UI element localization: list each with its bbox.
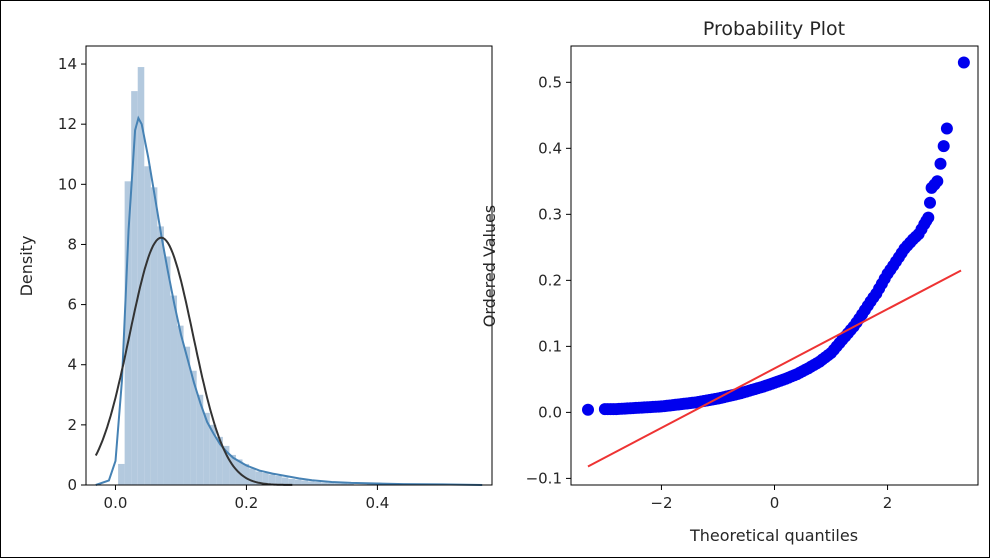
data-point (957, 56, 970, 69)
histogram-bar (347, 483, 354, 485)
histogram-bar (262, 472, 269, 485)
histogram-bar (137, 67, 145, 485)
y-tick-label: 0.5 (538, 73, 562, 91)
histogram-bar (275, 475, 282, 485)
left-y-axis-label: Density (17, 236, 36, 297)
left-x-ticks: 0.0 0.2 0.4 (104, 485, 389, 512)
histogram-bar (321, 482, 328, 485)
histogram-bar (131, 91, 138, 486)
histogram-bar (229, 454, 236, 485)
data-point (924, 196, 936, 209)
x-tick-label: 0.0 (104, 494, 128, 512)
histogram-bar (255, 471, 263, 485)
histogram-bar (144, 166, 151, 485)
y-tick-label: 0.4 (538, 139, 562, 157)
left-axes-frame (85, 45, 493, 486)
histogram-bar (294, 479, 302, 485)
x-tick-label: 0.4 (365, 494, 389, 512)
data-point (937, 140, 950, 153)
histogram-bar (301, 480, 308, 485)
y-tick-label: 14 (58, 55, 77, 73)
histogram-bar (268, 474, 276, 485)
y-tick-label: 12 (58, 115, 77, 133)
histogram-bar (314, 481, 322, 485)
histogram-bar (327, 482, 335, 485)
histogram-bar (170, 295, 178, 485)
fit-line-group (587, 269, 962, 468)
density-curves (94, 115, 483, 486)
y-tick-label: 10 (58, 175, 77, 193)
y-tick-label: 0.0 (538, 403, 562, 421)
y-tick-label: 4 (67, 356, 77, 374)
fit-line (587, 269, 962, 468)
data-point (582, 403, 594, 416)
data-point (931, 175, 944, 188)
x-tick-label: −2 (650, 494, 672, 512)
y-tick-label: 0.1 (538, 337, 562, 355)
right-x-axis-label: Theoretical quantiles (689, 526, 858, 545)
histogram-bar (209, 424, 217, 485)
data-point (922, 211, 935, 224)
histogram-bar (334, 483, 341, 485)
normal-fit-curve (94, 236, 293, 486)
x-tick-label: 0.2 (235, 494, 259, 512)
x-tick-label: 2 (883, 494, 893, 512)
histogram-bar (281, 477, 289, 485)
right-chart-title: Probability Plot (703, 18, 845, 40)
x-tick-label: 0 (770, 494, 780, 512)
histogram-bar (340, 483, 348, 485)
histogram-bar (222, 445, 230, 485)
histogram-bar (242, 463, 250, 485)
histogram-bar (190, 370, 197, 485)
y-tick-label: 8 (67, 235, 77, 253)
right-axes-frame (570, 45, 979, 486)
histogram-bar (307, 481, 315, 485)
density-chart: 0.0 0.2 0.4 0 2 4 6 8 10 12 14 Density (17, 45, 493, 512)
data-point (934, 157, 947, 170)
y-tick-label: 6 (67, 296, 77, 314)
histogram-bar (150, 187, 158, 486)
histogram-bars (118, 67, 466, 486)
histogram-bar (216, 436, 223, 485)
right-y-axis-label: Ordered Values (480, 205, 499, 327)
y-tick-label: 2 (67, 416, 77, 434)
histogram-bar (288, 478, 295, 485)
right-x-ticks: −2 0 2 (650, 485, 892, 512)
histogram-bar (124, 181, 132, 485)
y-tick-label: 0.3 (538, 205, 562, 223)
histogram-bar (163, 256, 171, 485)
histogram-bar (177, 325, 184, 485)
quantile-points (582, 56, 970, 416)
histogram-bar (203, 412, 210, 485)
histogram-bar (183, 346, 191, 485)
histogram-bar (196, 394, 204, 485)
kde-curve (95, 115, 483, 486)
left-y-ticks: 0 2 4 6 8 10 12 14 (58, 55, 86, 494)
y-tick-label: 0.2 (538, 271, 562, 289)
y-tick-label: 0 (67, 476, 77, 494)
histogram-bar (118, 463, 125, 485)
histogram-bar (249, 468, 256, 485)
probability-plot: Probability Plot −2 0 2 −0.1 0.0 0.1 0.2 0.3 0.… (480, 18, 979, 545)
histogram-bar (157, 226, 164, 486)
data-point (940, 122, 953, 135)
y-tick-label: −0.1 (526, 469, 562, 487)
right-y-ticks: −0.1 0.0 0.1 0.2 0.3 0.4 0.5 (526, 73, 571, 487)
